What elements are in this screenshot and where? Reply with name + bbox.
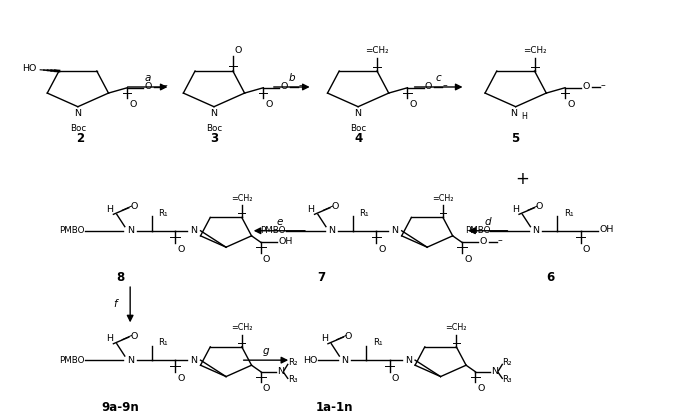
Text: O: O [477,384,485,393]
Text: O: O [410,100,417,109]
Text: 8: 8 [116,272,124,285]
Text: 7: 7 [317,272,325,285]
Text: 6: 6 [546,272,554,285]
Text: 2: 2 [76,132,84,145]
Text: HO: HO [304,356,318,364]
Text: O: O [177,374,185,383]
Text: N: N [391,226,398,235]
Text: O: O [379,245,385,254]
Text: O: O [345,332,352,341]
Text: H: H [106,334,114,343]
Text: 3: 3 [210,132,218,145]
Text: O: O [177,245,185,254]
Text: O: O [130,202,137,212]
Text: N: N [210,109,218,118]
Text: R₁: R₁ [158,209,168,218]
Text: O: O [479,237,487,246]
Text: O: O [583,82,590,92]
Text: O: O [145,82,152,92]
Text: H: H [308,205,314,214]
Text: N: N [355,109,362,118]
Text: =CH₂: =CH₂ [231,194,253,203]
Text: O: O [331,202,339,212]
Text: =CH₂: =CH₂ [365,46,389,56]
Text: O: O [281,82,288,92]
Text: –: – [443,82,448,91]
Text: +: + [515,171,529,189]
Text: f: f [114,299,117,309]
Text: H: H [321,334,328,343]
Text: e: e [276,217,283,227]
Text: OH: OH [279,237,293,246]
Text: N: N [191,356,197,364]
Text: O: O [464,255,471,264]
Text: N: N [341,356,348,364]
Text: R₃: R₃ [288,375,297,384]
Text: a: a [145,73,151,83]
Text: –: – [600,82,605,91]
Text: PMBO: PMBO [59,226,84,235]
Text: R₁: R₁ [373,339,383,347]
Text: O: O [263,384,270,393]
Text: =CH₂: =CH₂ [523,46,546,56]
Text: Boc: Boc [206,125,222,133]
Text: =CH₂: =CH₂ [432,194,454,203]
Text: PMBO: PMBO [59,356,84,364]
Text: PMBO: PMBO [260,226,286,235]
Text: O: O [129,100,137,109]
Text: 4: 4 [354,132,362,145]
Text: O: O [391,374,399,383]
Text: 5: 5 [512,132,520,145]
Text: O: O [583,245,590,254]
Text: R₂: R₂ [502,358,512,367]
Text: N: N [126,356,134,364]
Text: Boc: Boc [70,125,86,133]
Text: PMBO: PMBO [464,226,490,235]
Text: H: H [522,112,527,122]
Text: O: O [536,202,543,212]
Text: H: H [106,205,114,214]
Text: N: N [74,109,81,118]
Text: c: c [436,73,441,83]
Text: O: O [567,100,575,109]
Text: N: N [328,226,335,235]
Text: g: g [262,346,269,356]
Text: N: N [277,367,284,376]
Text: O: O [263,255,270,264]
Text: R₃: R₃ [502,375,512,384]
Text: d: d [485,217,491,227]
Text: =CH₂: =CH₂ [445,323,467,332]
Text: b: b [289,73,295,83]
Text: –: – [299,82,304,91]
Text: N: N [126,226,134,235]
Text: R₁: R₁ [158,339,168,347]
Text: O: O [425,82,432,92]
Text: N: N [405,356,412,364]
Text: 1a-1n: 1a-1n [316,401,354,414]
Text: –: – [498,236,502,245]
Text: R₂: R₂ [288,358,297,367]
Text: O: O [266,100,272,109]
Text: Boc: Boc [350,125,366,133]
Text: 9a-9n: 9a-9n [101,401,139,414]
Text: H: H [512,205,519,214]
Text: N: N [191,226,197,235]
Text: =CH₂: =CH₂ [231,323,253,332]
Text: N: N [532,226,539,235]
Text: O: O [130,332,137,341]
Text: O: O [235,46,242,55]
Text: R₁: R₁ [360,209,369,218]
Text: OH: OH [600,225,614,234]
Text: N: N [510,109,517,118]
Text: N: N [491,367,499,376]
Text: HO: HO [22,64,37,73]
Text: –: – [163,82,168,91]
Text: R₁: R₁ [564,209,573,218]
